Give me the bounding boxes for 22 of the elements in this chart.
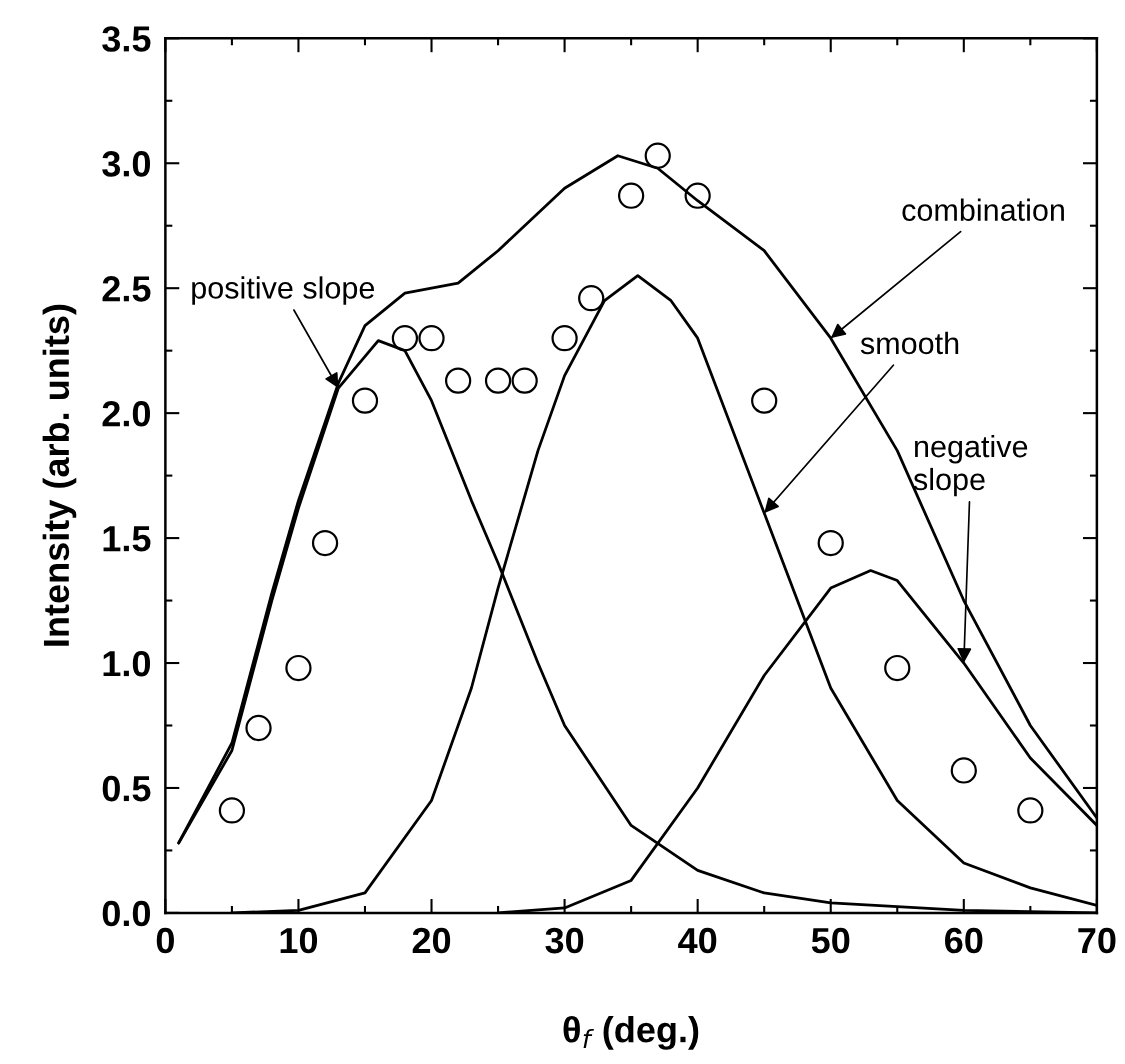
x-tick-label: 10 <box>280 927 318 954</box>
x-axis-title: θ$_{f}$ (deg.) <box>563 1016 699 1050</box>
y-tick-label: 2.0 <box>102 401 151 427</box>
y-tick-label: 2.5 <box>102 276 151 302</box>
y-tick-label: 1.0 <box>103 650 151 677</box>
x-tick-label: 40 <box>678 927 717 954</box>
annotation: combination <box>902 198 1064 222</box>
y-tick-label: 0.5 <box>102 775 151 802</box>
x-tick-label: 30 <box>545 927 584 954</box>
x-tick-label: 70 <box>1078 927 1116 954</box>
annotation: smooth <box>860 331 959 355</box>
y-axis-title: Intensity (arb. units) <box>42 304 77 646</box>
x-tick-label: 60 <box>945 927 983 954</box>
y-tick-label: 1.5 <box>103 526 151 552</box>
y-tick-label: 3.0 <box>102 151 151 177</box>
x-tick-label: 50 <box>811 927 850 954</box>
y-tick-label: 3.5 <box>102 26 151 52</box>
x-tick-label: 0 <box>156 927 174 954</box>
x-tick-label: 20 <box>412 927 451 954</box>
annotation: positive slope <box>192 276 375 305</box>
y-tick-label: 0.0 <box>102 900 151 927</box>
annotation: negative slope <box>913 434 1028 497</box>
